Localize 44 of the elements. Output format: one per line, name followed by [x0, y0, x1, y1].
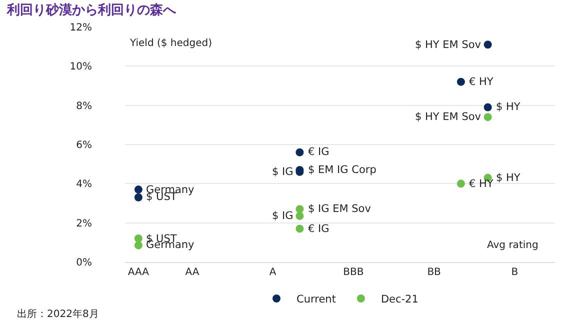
point	[296, 212, 304, 220]
annotation: € IG	[308, 146, 330, 158]
annotation: $ HY	[496, 101, 521, 113]
x-tick-label: AAA	[128, 267, 150, 278]
point	[456, 78, 465, 86]
x-tick-label: AA	[185, 267, 200, 278]
y-tick-label: 6%	[76, 140, 92, 151]
annotation: $ HY EM Sov	[415, 111, 481, 123]
point	[296, 148, 304, 156]
y-tick-label: 8%	[76, 100, 92, 112]
point	[296, 205, 304, 214]
point	[456, 180, 465, 188]
annotation: $ IG	[272, 210, 294, 222]
y-tick-label: 4%	[76, 179, 92, 190]
text: 出所：2022年8月	[17, 308, 99, 320]
x-tick-label: BB	[427, 267, 442, 278]
x-tick-label: A	[269, 267, 276, 278]
legend-label: Current	[296, 294, 336, 306]
legend-label: Dec-21	[380, 294, 418, 306]
annotation: $ IG EM Sov	[308, 203, 371, 215]
x-tick-label: B	[511, 267, 518, 278]
point	[484, 40, 492, 49]
y-tick-label: 12%	[70, 22, 92, 34]
y-tick-label: 0%	[76, 258, 92, 268]
annotation: € IG	[308, 223, 330, 235]
annotation: $ HY	[496, 172, 521, 184]
point	[484, 103, 492, 112]
annotation: € HY	[469, 178, 494, 190]
annotation: € HY	[469, 76, 494, 88]
point	[134, 193, 142, 202]
point	[296, 224, 304, 233]
y-tick-label: 10%	[70, 62, 92, 73]
annotation: $ IG	[272, 166, 294, 178]
point	[484, 113, 492, 122]
y-tick-label: 2%	[76, 218, 92, 230]
chart-title: 利回り砂漠から利回りの森へ	[6, 2, 177, 18]
point	[134, 241, 142, 250]
x-tick-label: BBB	[343, 267, 364, 278]
x-axis-title: Avg rating	[487, 240, 538, 251]
point	[134, 186, 142, 194]
annotation: $ EM IG Corp	[308, 164, 377, 176]
y-axis-title: Yield ($ hedged)	[129, 38, 212, 49]
point	[134, 234, 142, 242]
annotation: $ HY EM Sov	[415, 39, 481, 51]
